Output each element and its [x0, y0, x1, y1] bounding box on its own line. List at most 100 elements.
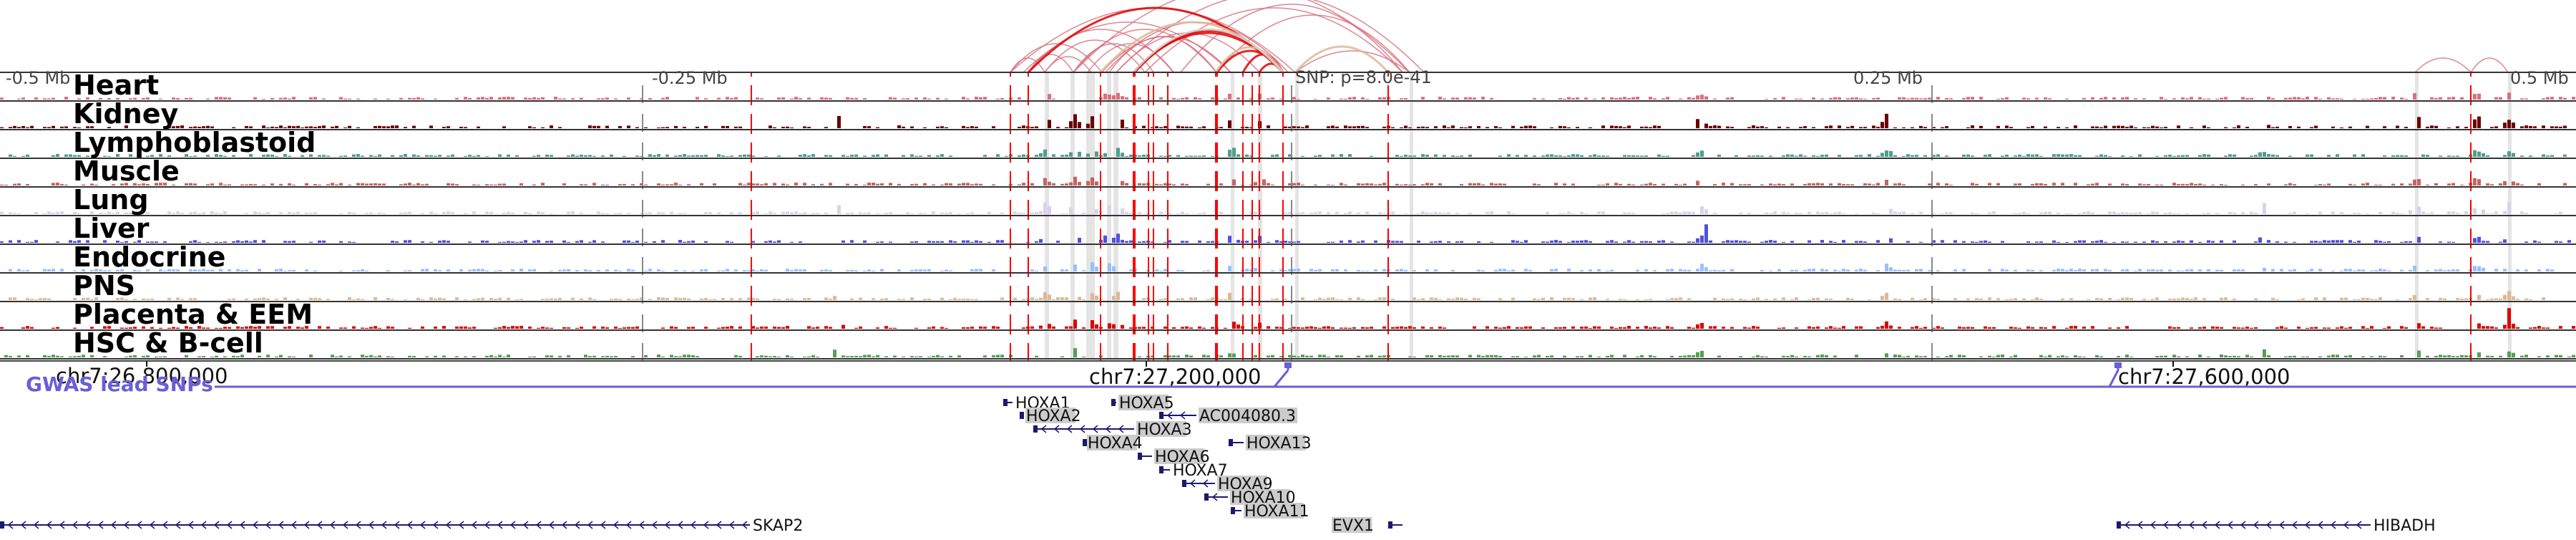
gene-label-highlight [1217, 476, 1267, 491]
interaction-arc [2470, 57, 2509, 73]
interaction-arc [1010, 43, 1103, 73]
gene-label[interactable]: SKAP2 [753, 517, 803, 535]
coord-label-left: chr7:26,800,000 [56, 364, 228, 388]
gwas-track: GWAS lead SNPs [26, 362, 2576, 396]
gene-label-highlight [1199, 408, 1297, 423]
gene-hoxa4[interactable]: HOXA4 [1083, 435, 1143, 453]
interaction-arc-tan [1214, 46, 1284, 73]
snp-pvalue-label: SNP: p=8.0e-41 [1295, 67, 1432, 87]
track-label-muscle[interactable]: Muscle [73, 155, 180, 187]
track-label-hsc-bcell[interactable]: HSC & B-cell [73, 327, 263, 359]
strand-arrow-icon [7, 521, 748, 529]
gene-exon [1033, 425, 1038, 433]
gene-label[interactable]: HOXA3 [1137, 421, 1192, 439]
track-label-heart[interactable]: Heart [73, 69, 159, 101]
interaction-arc-tan [1294, 45, 1390, 74]
interaction-arc [1073, 0, 1410, 73]
signal-track-2 [9, 148, 2567, 157]
gene-exon [1204, 493, 1209, 501]
strand-arrow-icon [2124, 521, 2362, 529]
gwas-track-label: GWAS lead SNPs [26, 372, 213, 396]
interaction-arc [1144, 7, 1403, 73]
gene-label[interactable]: HOXA4 [1088, 435, 1143, 453]
gene-exon [1159, 466, 1163, 473]
strand-arrow-icon [1040, 425, 1124, 433]
track-label-lung[interactable]: Lung [73, 184, 149, 216]
interaction-arc [2414, 57, 2472, 73]
gene-label[interactable]: HOXA13 [1246, 435, 1312, 453]
gene-label[interactable]: HOXA6 [1155, 448, 1210, 466]
gene-annotation-track: HOXA1HOXA2HOXA3HOXA4HOXA5AC004080.3HOXA6… [0, 395, 2436, 535]
gene-label[interactable]: HOXA5 [1119, 395, 1174, 413]
gene-hoxa13[interactable]: HOXA13 [1229, 435, 1312, 453]
gene-label[interactable]: HOXA11 [1244, 503, 1309, 521]
interaction-arc [1028, 54, 1074, 73]
gene-hoxa11[interactable]: HOXA11 [1231, 503, 1309, 521]
gene-label-highlight [1136, 421, 1186, 437]
gene-label-highlight [1118, 395, 1169, 410]
gene-skap2[interactable]: SKAP2 [0, 517, 803, 535]
gene-label[interactable]: HIBADH [2373, 517, 2436, 535]
track-label-lymphoblastoid[interactable]: Lymphoblastoid [73, 127, 316, 158]
signal-track-7 [9, 291, 2545, 300]
gene-exon [1388, 521, 1392, 529]
ruler-label-minus-0.5mb: -0.5 Mb [6, 68, 70, 88]
interaction-arcs [1010, 0, 2509, 74]
interaction-arc [1116, 0, 1425, 73]
strand-arrow-icon [1189, 479, 1209, 488]
gene-label[interactable]: HOXA2 [1026, 408, 1081, 425]
interaction-arc [1108, 36, 1217, 73]
interaction-arc [1294, 50, 1410, 73]
gene-hibadh[interactable]: HIBADH [2117, 517, 2436, 535]
track-label-placenta-eem[interactable]: Placenta & EEM [73, 299, 313, 330]
gene-hoxa5[interactable]: HOXA5 [1111, 395, 1174, 413]
signal-track-8 [0, 308, 2575, 329]
gene-exon [1138, 453, 1142, 460]
track-borders [0, 72, 2576, 360]
gene-exon [1020, 412, 1024, 419]
gene-label-highlight [1230, 489, 1290, 505]
gwas-lead-snp-marker[interactable] [1284, 362, 1292, 368]
signal-track-4 [0, 202, 2562, 214]
interaction-arc [1073, 29, 1217, 73]
gene-evx1[interactable]: EVX1 [1332, 517, 1402, 535]
strand-arrow-icon [1211, 493, 1218, 501]
gwas-lead-snp-marker[interactable] [2114, 362, 2122, 368]
gwas-connector-line [215, 367, 2576, 388]
gene-hoxa2[interactable]: HOXA2 [1020, 408, 1081, 425]
gene-label-highlight [1087, 435, 1137, 450]
signal-track-6 [9, 262, 2554, 271]
gene-label-highlight [1154, 448, 1204, 464]
gene-exon [1083, 439, 1087, 446]
gene-exon [2117, 521, 2121, 529]
gene-exon [1159, 412, 1163, 419]
gene-exon [0, 521, 4, 529]
track-labels: Heart Kidney Lymphoblastoid Muscle Lung … [73, 69, 316, 359]
gene-label-highlight [1332, 517, 1372, 533]
gene-ac004080-3[interactable]: AC004080.3 [1159, 408, 1297, 425]
coord-label-right: chr7:27,600,000 [2118, 365, 2290, 389]
gene-label[interactable]: EVX1 [1332, 517, 1374, 535]
track-label-kidney[interactable]: Kidney [73, 98, 178, 130]
interaction-arc [1180, 4, 1403, 73]
coord-label-center: chr7:27,200,000 [1089, 365, 1262, 389]
track-label-endocrine[interactable]: Endocrine [73, 241, 225, 273]
ruler-label-0.25mb: 0.25 Mb [1853, 68, 1923, 88]
snp-lines [642, 72, 2472, 361]
ruler-label-0.5mb: 0.5 Mb [2510, 68, 2569, 88]
gene-hoxa6[interactable]: HOXA6 [1138, 448, 1210, 466]
signal-tracks [0, 92, 2575, 357]
interaction-arc-grey [1132, 28, 1284, 73]
interaction-arc [1044, 39, 1146, 73]
track-label-liver[interactable]: Liver [73, 213, 150, 244]
gene-hoxa3[interactable]: HOXA3 [1033, 421, 1192, 439]
signal-track-0 [0, 92, 2575, 100]
track-label-pns[interactable]: PNS [73, 270, 135, 302]
gene-exon [1182, 480, 1186, 487]
gene-exon [1229, 439, 1233, 446]
signal-track-3 [0, 176, 2567, 185]
gene-label[interactable]: AC004080.3 [1199, 408, 1296, 425]
gene-exon [1231, 507, 1235, 514]
strand-arrow-icon [1166, 411, 1186, 420]
